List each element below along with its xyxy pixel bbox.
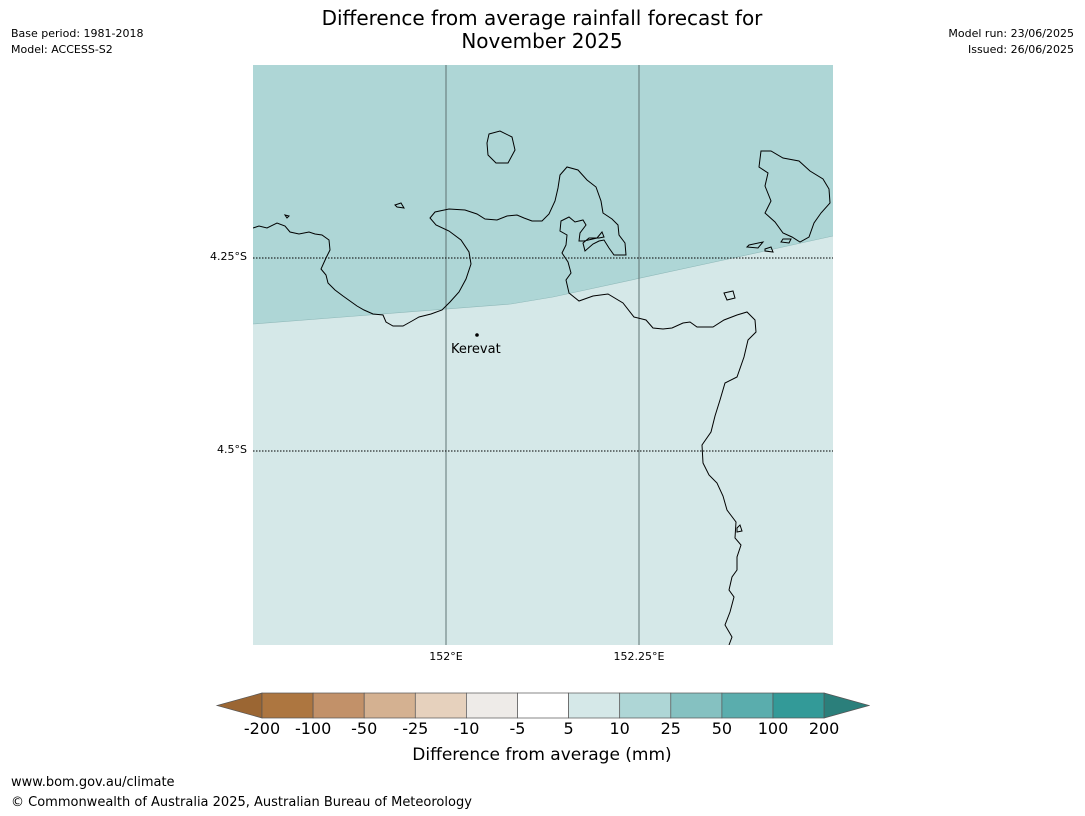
colorbar-cell	[517, 692, 569, 719]
colorbar-cell	[772, 692, 825, 719]
footer-url[interactable]: www.bom.gov.au/climate	[11, 775, 175, 790]
colorbar-cell	[721, 692, 774, 719]
colorbar-tick-label: 10	[609, 719, 630, 738]
meta-left: Base period: 1981-2018 Model: ACCESS-S2	[11, 26, 143, 58]
coastline	[253, 130, 831, 645]
colorbar-cell	[363, 692, 416, 719]
colorbar-cell	[261, 692, 314, 719]
colorbar-cell	[466, 692, 518, 719]
colorbar-cell	[619, 692, 672, 719]
lat-label-4-5: 4.5°S	[217, 443, 247, 456]
colorbar-extend-high	[823, 692, 870, 719]
colorbar-tick-label: -200	[243, 719, 281, 738]
colorbar-cell	[568, 692, 621, 719]
colorbar-tick-label: -10	[453, 719, 480, 738]
title-line-1: Difference from average rainfall forecas…	[321, 6, 763, 30]
colorbar-tick-label: 25	[660, 719, 681, 738]
colorbar-tick-label: 100	[757, 719, 789, 738]
colorbar-tick-label: -5	[509, 719, 526, 738]
issued-text: Issued: 26/06/2025	[967, 43, 1074, 56]
lon-label-152: 152°E	[429, 650, 463, 663]
colorbar-cell	[312, 692, 365, 719]
colorbar-tick-label: -50	[351, 719, 378, 738]
map-title: Difference from average rainfall forecas…	[242, 7, 842, 53]
model-run-text: Model run: 23/06/2025	[948, 27, 1074, 40]
colorbar-extend-low	[215, 692, 263, 719]
lon-label-152-25: 152.25°E	[613, 650, 665, 663]
colorbar-tick-label: 5	[563, 719, 574, 738]
place-label-kerevat: Kerevat	[451, 342, 501, 357]
kerevat-dot	[475, 333, 479, 337]
lat-label-4-25: 4.25°S	[210, 250, 247, 263]
model-text: Model: ACCESS-S2	[11, 43, 113, 56]
colorbar-cell	[670, 692, 723, 719]
colorbar-tick-label: 50	[711, 719, 733, 738]
forecast-map	[253, 65, 833, 645]
colorbar-tick-label: 200	[808, 719, 840, 738]
colorbar-tick-label: -100	[294, 719, 332, 738]
meta-right: Model run: 23/06/2025 Issued: 26/06/2025	[948, 26, 1074, 58]
colorbar-tick-label: -25	[402, 719, 429, 738]
colorbar-title: Difference from average (mm)	[412, 745, 672, 765]
base-period-text: Base period: 1981-2018	[11, 27, 144, 40]
title-line-2: November 2025	[461, 29, 623, 53]
shading-region-north	[253, 65, 833, 324]
footer-copyright: © Commonwealth of Australia 2025, Austra…	[11, 795, 472, 810]
colorbar	[215, 692, 870, 719]
colorbar-cell	[414, 692, 467, 719]
